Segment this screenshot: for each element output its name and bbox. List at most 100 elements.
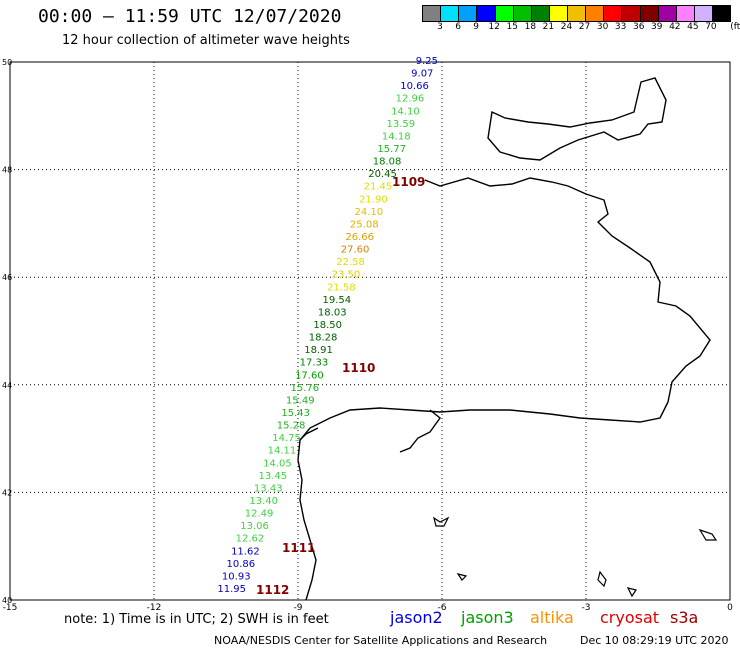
small-islands bbox=[433, 516, 718, 598]
legend-tick-label: 42 bbox=[669, 22, 681, 32]
satellite-label-cryosat: cryosat bbox=[600, 608, 660, 627]
pass-time-label: 1110 bbox=[342, 361, 375, 375]
wave-height-value: 14.75 bbox=[272, 433, 301, 444]
legend-tick-label: 24 bbox=[560, 22, 573, 32]
pass-time-label: 1112 bbox=[256, 583, 289, 597]
legend-swatch bbox=[459, 6, 478, 21]
lon-tick-label: 0 bbox=[727, 603, 733, 613]
coastline bbox=[297, 77, 711, 601]
wave-height-value: 24.10 bbox=[355, 207, 384, 218]
wave-height-value: 12.96 bbox=[396, 94, 425, 105]
legend-swatch bbox=[604, 6, 623, 21]
legend-tick-label: 9 bbox=[473, 22, 480, 32]
satellite-label-s3a: s3a bbox=[670, 608, 699, 627]
legend-tick-label: 15 bbox=[506, 22, 518, 32]
wave-height-value: 20.45 bbox=[368, 169, 397, 180]
axis-tick-labels: -15 -12 -9 -6 -3 0 40 42 44 46 48 50 bbox=[2, 58, 733, 613]
legend-swatch bbox=[586, 6, 605, 21]
wave-height-value: 10.66 bbox=[400, 81, 429, 92]
wave-height-value: 17.33 bbox=[300, 358, 329, 369]
legend-swatch bbox=[676, 6, 695, 21]
wave-height-value: 13.45 bbox=[259, 471, 288, 482]
satellite-label-jason2: jason2 bbox=[390, 608, 443, 627]
wave-height-value: 11.62 bbox=[231, 546, 260, 557]
legend-swatch bbox=[513, 6, 532, 21]
wave-height-value: 14.18 bbox=[382, 131, 411, 142]
wave-height-value: 15.76 bbox=[291, 383, 320, 394]
credit-line: NOAA/NESDIS Center for Satellite Applica… bbox=[214, 634, 548, 647]
color-scale-legend bbox=[422, 5, 731, 22]
legend-swatch bbox=[568, 6, 587, 21]
wave-height-value: 11.95 bbox=[217, 584, 246, 595]
lon-tick-label: -9 bbox=[294, 603, 303, 613]
legend-tick-label: 36 bbox=[632, 22, 645, 32]
legend-swatch bbox=[713, 6, 731, 21]
wave-height-value: 17.60 bbox=[295, 370, 324, 381]
wave-height-value: 9.25 bbox=[416, 56, 438, 67]
legend-tick-label: 6 bbox=[455, 22, 461, 32]
lat-tick-label: 46 bbox=[2, 273, 12, 282]
wave-height-value: 13.43 bbox=[254, 483, 283, 494]
lat-tick-label: 48 bbox=[2, 166, 12, 175]
wave-height-value: 13.59 bbox=[387, 119, 416, 130]
generation-timestamp: Dec 10 08:29:19 UTC 2020 bbox=[580, 634, 729, 647]
legend-swatch bbox=[694, 6, 713, 21]
wave-height-value: 14.10 bbox=[391, 106, 420, 117]
satellite-label-jason3: jason3 bbox=[461, 608, 514, 627]
page-title: 00:00 – 11:59 UTC 12/07/2020 bbox=[38, 6, 342, 27]
wave-height-value: 15.28 bbox=[277, 421, 306, 432]
legend-tick-label: 39 bbox=[651, 22, 663, 32]
wave-height-value: 12.62 bbox=[236, 534, 265, 545]
satellite-label-altika: altika bbox=[530, 608, 574, 627]
lon-tick-label: -15 bbox=[3, 603, 18, 613]
wave-height-value: 15.43 bbox=[281, 408, 310, 419]
pass-time-label: 1111 bbox=[282, 541, 315, 555]
map-frame bbox=[9, 61, 731, 601]
legend-tick-label: 33 bbox=[614, 22, 627, 32]
legend-swatch bbox=[495, 6, 514, 21]
lat-tick-label: 40 bbox=[2, 596, 12, 605]
wave-height-value: 25.08 bbox=[350, 219, 379, 230]
wave-height-value: 14.11 bbox=[268, 446, 297, 457]
lon-tick-label: -6 bbox=[438, 603, 447, 613]
legend-tick-label: 3 bbox=[437, 22, 443, 32]
wave-height-value: 18.28 bbox=[309, 333, 338, 344]
legend-swatch bbox=[622, 6, 641, 21]
wave-height-value: 9.07 bbox=[411, 69, 433, 80]
wave-height-value: 19.54 bbox=[323, 295, 352, 306]
legend-tick-label: 70 bbox=[705, 22, 717, 32]
legend-unit-label: (ft) bbox=[730, 22, 740, 32]
legend-swatch bbox=[640, 6, 659, 21]
wave-height-value: 12.49 bbox=[245, 509, 274, 520]
wave-height-value: 22.58 bbox=[336, 257, 365, 268]
pass-time-labels: 1109 1110 1111 1112 bbox=[256, 175, 425, 597]
lat-tick-label: 44 bbox=[2, 381, 12, 390]
wave-height-value: 21.58 bbox=[327, 282, 356, 293]
lon-tick-label: -12 bbox=[147, 603, 162, 613]
pass-time-label: 1109 bbox=[392, 175, 425, 189]
legend-tick-label: 18 bbox=[524, 22, 537, 32]
legend-swatch bbox=[658, 6, 677, 21]
wave-height-value: 15.77 bbox=[377, 144, 406, 155]
lat-lon-grid bbox=[10, 62, 730, 600]
wave-height-value: 13.06 bbox=[240, 521, 269, 532]
units-note: note: 1) Time is in UTC; 2) SWH is in fe… bbox=[64, 612, 329, 627]
wave-height-value: 15.49 bbox=[286, 395, 315, 406]
wave-height-value: 18.03 bbox=[318, 307, 347, 318]
legend-tick-label: 12 bbox=[488, 22, 500, 32]
wave-height-value: 26.66 bbox=[345, 232, 374, 243]
wave-height-value: 10.86 bbox=[227, 559, 256, 570]
lat-tick-label: 42 bbox=[2, 488, 12, 497]
wave-height-value: 14.05 bbox=[263, 458, 292, 469]
legend-swatch bbox=[477, 6, 496, 21]
lon-tick-label: -3 bbox=[582, 603, 591, 613]
wave-height-value: 27.60 bbox=[341, 245, 370, 256]
legend-swatch bbox=[549, 6, 568, 21]
legend-tick-label: 30 bbox=[596, 22, 609, 32]
lat-tick-label: 50 bbox=[2, 58, 12, 67]
legend-swatch bbox=[423, 6, 442, 21]
legend-swatch bbox=[531, 6, 550, 21]
wave-height-value: 10.93 bbox=[222, 571, 251, 582]
